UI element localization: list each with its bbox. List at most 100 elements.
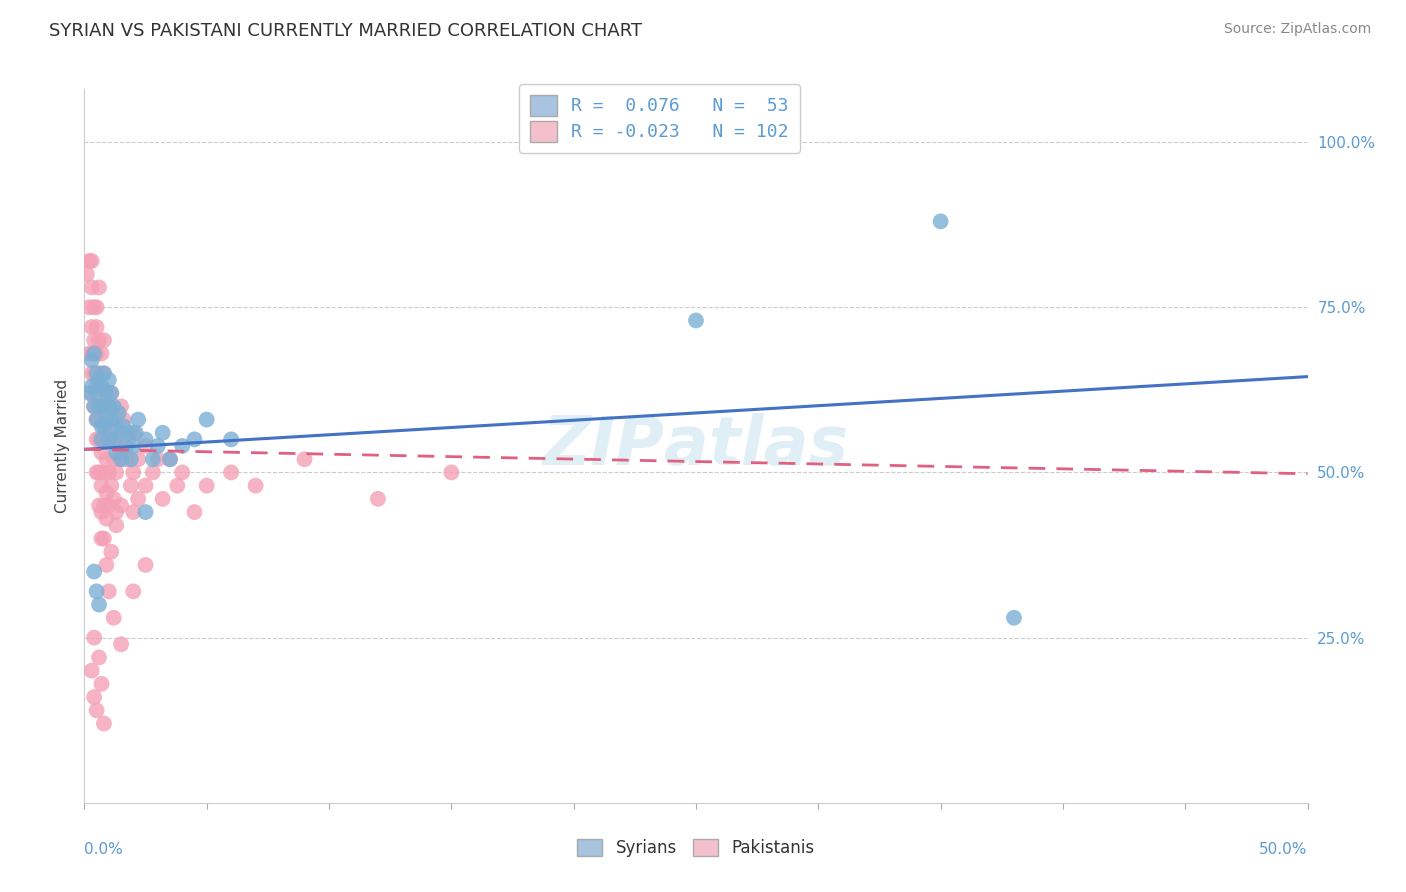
Point	[107, 439, 129, 453]
Point	[112, 412, 135, 426]
Text: ZIP​atlas: ZIP​atlas	[543, 413, 849, 479]
Point	[97, 466, 120, 480]
Point	[90, 532, 112, 546]
Point	[97, 400, 120, 414]
Point	[159, 452, 181, 467]
Point	[80, 386, 103, 401]
Point	[96, 485, 118, 500]
Point	[440, 466, 463, 480]
Point	[86, 367, 108, 381]
Text: Source: ZipAtlas.com: Source: ZipAtlas.com	[1223, 22, 1371, 37]
Point	[77, 300, 100, 314]
Point	[90, 505, 112, 519]
Point	[87, 280, 110, 294]
Point	[83, 400, 105, 414]
Point	[90, 412, 112, 426]
Point	[195, 478, 218, 492]
Point	[105, 505, 128, 519]
Point	[1002, 611, 1025, 625]
Point	[367, 491, 389, 506]
Point	[294, 452, 316, 467]
Point	[100, 386, 122, 401]
Point	[87, 400, 110, 414]
Point	[105, 466, 128, 480]
Point	[83, 333, 105, 347]
Text: 50.0%: 50.0%	[1260, 842, 1308, 857]
Point	[103, 491, 125, 506]
Point	[86, 346, 108, 360]
Point	[83, 367, 105, 381]
Point	[93, 466, 115, 480]
Point	[77, 386, 100, 401]
Point	[103, 412, 125, 426]
Point	[87, 367, 110, 381]
Point	[90, 419, 112, 434]
Point	[93, 367, 115, 381]
Point	[127, 412, 149, 426]
Point	[117, 425, 139, 440]
Point	[103, 452, 125, 467]
Point	[90, 433, 112, 447]
Point	[86, 412, 108, 426]
Point	[93, 400, 115, 414]
Point	[80, 353, 103, 368]
Point	[100, 412, 122, 426]
Point	[80, 280, 103, 294]
Point	[93, 532, 115, 546]
Point	[80, 320, 103, 334]
Point	[110, 637, 132, 651]
Point	[83, 400, 105, 414]
Point	[97, 373, 120, 387]
Point	[90, 445, 112, 459]
Point	[172, 466, 194, 480]
Point	[96, 386, 118, 401]
Point	[77, 346, 100, 360]
Point	[115, 452, 138, 467]
Point	[93, 433, 115, 447]
Point	[86, 466, 108, 480]
Point	[93, 716, 115, 731]
Point	[77, 254, 100, 268]
Point	[135, 478, 157, 492]
Point	[166, 478, 188, 492]
Point	[105, 518, 128, 533]
Y-axis label: Currently Married: Currently Married	[55, 379, 70, 513]
Point	[117, 433, 139, 447]
Point	[219, 466, 242, 480]
Legend: Syrians, Pakistanis: Syrians, Pakistanis	[569, 831, 823, 866]
Point	[122, 466, 145, 480]
Point	[172, 439, 194, 453]
Point	[245, 478, 267, 492]
Point	[100, 433, 122, 447]
Point	[93, 367, 115, 381]
Point	[93, 400, 115, 414]
Point	[87, 598, 110, 612]
Point	[83, 690, 105, 704]
Point	[97, 584, 120, 599]
Point	[96, 419, 118, 434]
Point	[127, 491, 149, 506]
Point	[152, 425, 174, 440]
Point	[87, 499, 110, 513]
Point	[93, 499, 115, 513]
Point	[86, 584, 108, 599]
Point	[103, 400, 125, 414]
Point	[90, 478, 112, 492]
Point	[87, 466, 110, 480]
Point	[86, 379, 108, 393]
Point	[122, 439, 145, 453]
Point	[86, 300, 108, 314]
Point	[110, 452, 132, 467]
Point	[86, 412, 108, 426]
Point	[142, 452, 165, 467]
Point	[135, 558, 157, 572]
Point	[100, 386, 122, 401]
Text: SYRIAN VS PAKISTANI CURRENTLY MARRIED CORRELATION CHART: SYRIAN VS PAKISTANI CURRENTLY MARRIED CO…	[49, 22, 643, 40]
Point	[86, 386, 108, 401]
Point	[107, 406, 129, 420]
Point	[76, 267, 98, 281]
Point	[159, 452, 181, 467]
Point	[110, 499, 132, 513]
Point	[97, 433, 120, 447]
Point	[83, 346, 105, 360]
